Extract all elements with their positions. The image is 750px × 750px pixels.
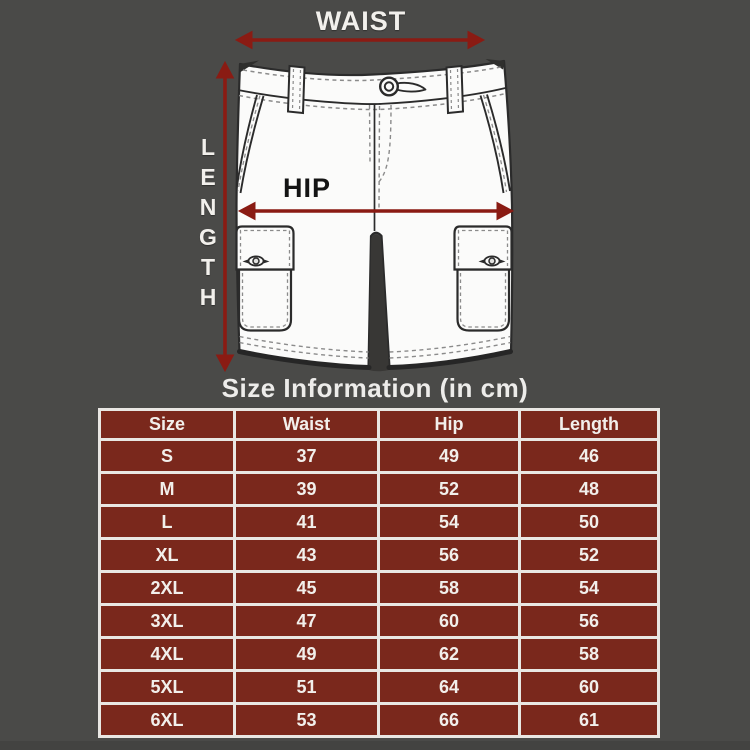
- waist-button: [379, 76, 427, 97]
- cargo-pocket-left: [235, 225, 295, 332]
- table-cell: 49: [377, 438, 521, 474]
- table-row: S 37 49 46: [98, 438, 660, 474]
- slant-pocket-left: [235, 94, 265, 194]
- size-information-title: Size Information (in cm): [221, 373, 529, 403]
- column-header: Hip: [377, 408, 521, 441]
- table-cell: S: [98, 438, 236, 474]
- inseam-shadow: [368, 234, 389, 372]
- pocket-button: [242, 255, 270, 267]
- table-cell: 56: [518, 603, 660, 639]
- table-cell: 54: [377, 504, 521, 540]
- table-cell: 41: [233, 504, 380, 540]
- table-cell: 66: [377, 702, 521, 738]
- table-cell: 53: [233, 702, 380, 738]
- arrowhead-top: [215, 60, 235, 79]
- table-cell: 52: [518, 537, 660, 573]
- size-table-header-row: Size Waist Hip Length: [98, 408, 660, 441]
- table-cell: 51: [233, 669, 380, 705]
- shorts-diagram: [215, 30, 515, 373]
- hem-bottom-edge: [237, 349, 513, 370]
- table-cell: 50: [518, 504, 660, 540]
- arrowhead-left: [237, 201, 256, 221]
- table-row: XL 43 56 52: [98, 537, 660, 573]
- belt-loop-left: [286, 64, 306, 115]
- table-cell: 60: [518, 669, 660, 705]
- table-cell: L: [98, 504, 236, 540]
- pocket-body: [456, 268, 511, 332]
- table-cell: M: [98, 471, 236, 507]
- table-cell: 61: [518, 702, 660, 738]
- table-cell: 4XL: [98, 636, 236, 672]
- waist-dimension-label: WAIST: [315, 6, 407, 36]
- table-cell: 43: [233, 537, 380, 573]
- table-cell: 6XL: [98, 702, 236, 738]
- table-cell: 37: [233, 438, 380, 474]
- pocket-button: [478, 255, 506, 267]
- table-cell: 48: [518, 471, 660, 507]
- table-row: 5XL 51 64 60: [98, 669, 660, 705]
- hip-arrow: [237, 201, 515, 221]
- hem-stitching: [239, 335, 511, 359]
- arrowhead-right: [496, 201, 515, 221]
- arrowhead-right: [467, 30, 486, 50]
- column-header: Size: [98, 408, 236, 441]
- table-cell: 39: [233, 471, 380, 507]
- table-cell: 3XL: [98, 603, 236, 639]
- size-table-body: S 37 49 46 M 39 52 48 L 41 54 50 XL 43 56 52 2XL 45 58 54 3X…: [98, 438, 660, 738]
- table-row: M 39 52 48: [98, 471, 660, 507]
- pocket-flap: [235, 225, 295, 271]
- table-cell: 54: [518, 570, 660, 606]
- column-header: Length: [518, 408, 660, 441]
- pocket-flap: [453, 225, 513, 271]
- table-cell: 49: [233, 636, 380, 672]
- table-row: L 41 54 50: [98, 504, 660, 540]
- table-cell: 60: [377, 603, 521, 639]
- table-cell: 62: [377, 636, 521, 672]
- length-arrow: [215, 60, 235, 373]
- table-cell: 64: [377, 669, 521, 705]
- arrowhead-bottom: [215, 354, 235, 373]
- slant-pocket-right: [479, 94, 511, 194]
- size-table: Size Waist Hip Length S 37 49 46 M 39 52 48 L 41 54 50…: [98, 408, 660, 738]
- bottom-shadow: [0, 741, 750, 750]
- waistband-corner-shade-left: [239, 60, 259, 72]
- table-cell: 58: [377, 570, 521, 606]
- table-cell: 47: [233, 603, 380, 639]
- table-cell: 2XL: [98, 570, 236, 606]
- cargo-pocket-right: [453, 225, 513, 332]
- length-dimension-label: LENGTH: [195, 134, 221, 314]
- table-cell: XL: [98, 537, 236, 573]
- pocket-body: [237, 268, 293, 332]
- table-row: 2XL 45 58 54: [98, 570, 660, 606]
- belt-loop-right: [445, 64, 465, 115]
- hip-dimension-label: HIP: [282, 173, 331, 203]
- table-cell: 52: [377, 471, 521, 507]
- arrowhead-left: [234, 30, 253, 50]
- table-cell: 45: [233, 570, 380, 606]
- column-header: Waist: [233, 408, 380, 441]
- table-cell: 56: [377, 537, 521, 573]
- table-cell: 58: [518, 636, 660, 672]
- table-cell: 46: [518, 438, 660, 474]
- table-cell: 5XL: [98, 669, 236, 705]
- table-row: 4XL 49 62 58: [98, 636, 660, 672]
- shorts-illustration: [235, 59, 514, 372]
- table-row: 3XL 47 60 56: [98, 603, 660, 639]
- table-row: 6XL 53 66 61: [98, 702, 660, 738]
- button-tab: [395, 81, 427, 93]
- waist-arrow: [234, 30, 486, 50]
